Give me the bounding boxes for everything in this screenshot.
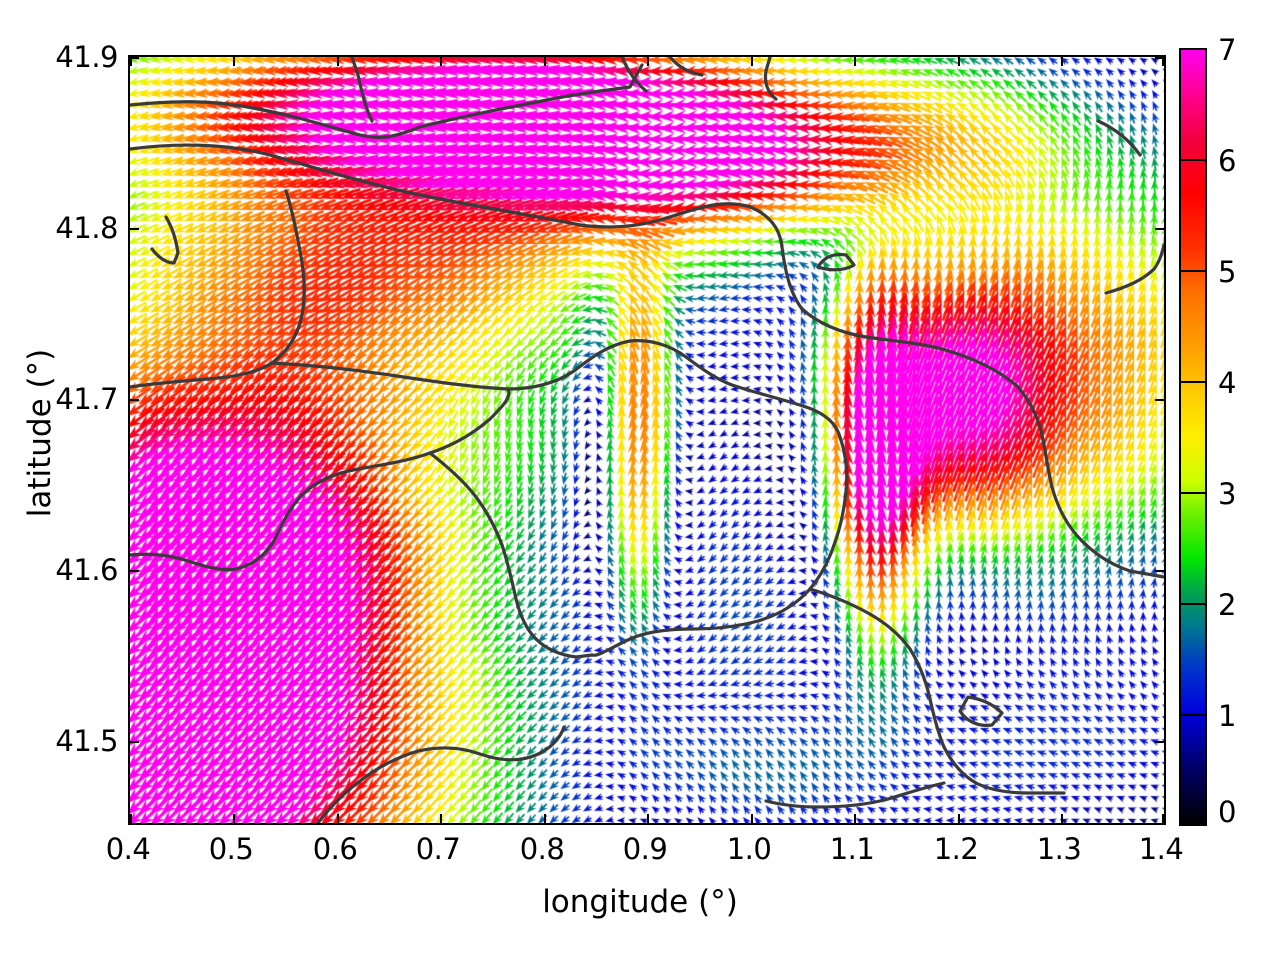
x-tick-label: 1.2 (933, 832, 979, 866)
y-tick (130, 57, 139, 59)
y-tick-right (1155, 741, 1164, 743)
colorbar-tick-label: 2 (1218, 588, 1237, 622)
x-tick (337, 814, 339, 823)
colorbar-tick-label: 4 (1218, 366, 1237, 400)
y-tick-right (1155, 228, 1164, 230)
x-axis-title: longitude (°) (542, 884, 738, 920)
x-tick-top (233, 57, 235, 66)
x-tick-top (958, 57, 960, 66)
x-tick (958, 814, 960, 823)
y-tick-label: 41.7 (55, 382, 118, 416)
y-tick-right (1155, 399, 1164, 401)
y-axis-title: latitude (°) (22, 348, 58, 518)
x-tick-label: 1.3 (1036, 832, 1082, 866)
x-tick-top (751, 57, 753, 66)
y-tick-label: 41.9 (55, 40, 118, 74)
y-tick-label: 41.6 (55, 553, 118, 587)
x-tick (647, 814, 649, 823)
x-tick (1162, 814, 1164, 823)
colorbar (1179, 48, 1207, 826)
x-tick-top (337, 57, 339, 66)
wind-vector-field (130, 57, 1164, 823)
x-tick-top (130, 57, 132, 66)
x-tick-top (854, 57, 856, 66)
colorbar-tick (1179, 603, 1207, 605)
y-tick (130, 741, 139, 743)
colorbar-tick-label: 1 (1218, 699, 1237, 733)
y-tick (130, 228, 139, 230)
x-tick-top (440, 57, 442, 66)
colorbar-tick-label: 0 (1218, 795, 1237, 829)
x-tick (1061, 814, 1063, 823)
x-tick (440, 814, 442, 823)
y-tick (130, 570, 139, 572)
colorbar-tick (1179, 270, 1207, 272)
colorbar-tick (1179, 714, 1207, 716)
x-tick-label: 1.0 (726, 832, 772, 866)
y-tick (130, 399, 139, 401)
x-tick-top (647, 57, 649, 66)
y-tick-label: 41.5 (55, 724, 118, 758)
colorbar-tick (1179, 381, 1207, 383)
y-tick-right (1155, 57, 1164, 59)
y-tick-right (1155, 570, 1164, 572)
x-tick (544, 814, 546, 823)
x-tick (751, 814, 753, 823)
x-tick-top (544, 57, 546, 66)
x-tick-label: 1.4 (1138, 832, 1184, 866)
colorbar-tick (1179, 159, 1207, 161)
colorbar-tick-label: 6 (1218, 144, 1237, 178)
x-tick-top (1061, 57, 1063, 66)
x-tick-label: 0.4 (105, 832, 151, 866)
x-tick (233, 814, 235, 823)
plot-area (128, 55, 1166, 825)
x-tick (854, 814, 856, 823)
colorbar-tick-label: 5 (1218, 255, 1237, 289)
x-tick-label: 0.9 (622, 832, 668, 866)
x-tick-label: 1.1 (829, 832, 875, 866)
colorbar-tick (1179, 492, 1207, 494)
x-tick-label: 0.6 (312, 832, 358, 866)
x-tick-label: 0.8 (519, 832, 565, 866)
x-tick (130, 814, 132, 823)
x-tick-label: 0.5 (208, 832, 254, 866)
x-tick-top (1162, 57, 1164, 66)
colorbar-tick-label: 7 (1218, 33, 1237, 67)
colorbar-tick-label: 3 (1218, 477, 1237, 511)
y-tick-label: 41.8 (55, 211, 118, 245)
colorbar-gradient (1179, 48, 1207, 826)
x-tick-label: 0.7 (415, 832, 461, 866)
